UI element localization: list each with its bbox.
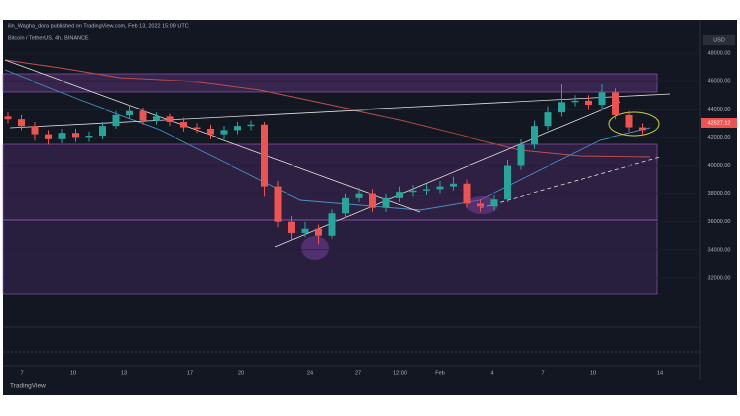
brand: TradingView [10,383,46,390]
ma-line [4,69,651,211]
x-tick-label: Feb [435,370,444,376]
candle-body [328,213,336,236]
candle-body [382,197,390,208]
trend-line [9,93,671,129]
candle-body [112,114,120,127]
x-tick-label: 13 [121,370,127,376]
y-tick-label: 40000.00 [708,163,731,169]
x-tick-label: 7 [20,370,23,376]
zone [2,143,658,221]
price-tag-box [701,118,737,128]
candle-body [342,197,349,214]
candle-body [544,112,552,127]
chart-title: Bitcoin / TetherUS, 4h, BINANCE [8,35,89,41]
candle-body [355,193,363,198]
candle-body [4,116,12,120]
candle-body [31,126,39,135]
candle-body [247,124,255,127]
y-tick-label: 38000.00 [708,191,731,197]
candle-body [558,102,565,113]
candle-body [85,136,93,138]
candle-body [193,127,201,129]
currency-box [703,35,735,45]
candle-body [396,192,403,198]
trend-line [4,59,421,213]
candle-body [288,221,295,233]
x-tick-label: 10 [70,370,76,376]
candle-body [45,134,52,139]
candle-body [423,189,430,191]
y-tick-label: 34000.00 [708,247,731,253]
x-tick-label: 27 [355,370,361,376]
candle-body [625,114,633,128]
candle-body [301,228,309,233]
candle-body [207,128,214,135]
x-tick-label: 7 [541,370,544,376]
candle-body [612,92,619,115]
candle-body [261,124,268,187]
publisher: ilin_Wagha_dora published on TradingView… [8,23,189,29]
candle-body [490,199,498,207]
candle-body [99,126,106,137]
candle-body [450,183,457,187]
y-tick-label: 46000.00 [708,79,731,85]
pattern-highlight [301,236,329,260]
candle-body [139,110,147,121]
candle-body [517,144,525,166]
candle-body [180,121,187,128]
currency: USD [713,37,725,43]
candle-body [598,92,606,106]
candle-body [585,100,592,106]
candle-body [504,165,511,200]
candle-body [234,126,241,131]
ma-line [4,59,651,158]
candle-body [531,126,538,145]
x-tick-label: 4 [490,370,493,376]
candle-body [72,133,79,138]
x-tick-label: 12:00 [393,370,407,376]
x-tick-label: 20 [238,370,244,376]
y-tick-label: 36000.00 [708,219,731,225]
x-tick-label: 14 [657,370,663,376]
y-tick-label: 48000.00 [708,51,731,57]
pattern-highlight [608,111,660,137]
price-tag: 42527.12 [708,120,731,126]
candle-body [369,193,376,208]
candle-body [126,110,133,115]
candle-body [58,133,66,139]
y-tick-label: 32000.00 [708,275,731,281]
candle-body [436,186,444,190]
candle-body [18,119,25,127]
candle-body [274,186,282,222]
x-tick-label: 17 [187,370,193,376]
candle-body [153,116,160,121]
candle-body [639,127,646,131]
y-tick-label: 44000.00 [708,107,731,113]
candle-body [166,116,174,122]
x-tick-label: 24 [307,370,313,376]
candle-body [220,130,228,135]
candle-body [571,100,579,103]
candle-body [315,228,322,236]
candle-body [477,203,484,207]
y-tick-label: 42000.00 [708,135,731,141]
candle-body [409,190,417,193]
x-tick-label: 10 [590,370,596,376]
candle-body [463,183,471,204]
zone [2,73,658,93]
